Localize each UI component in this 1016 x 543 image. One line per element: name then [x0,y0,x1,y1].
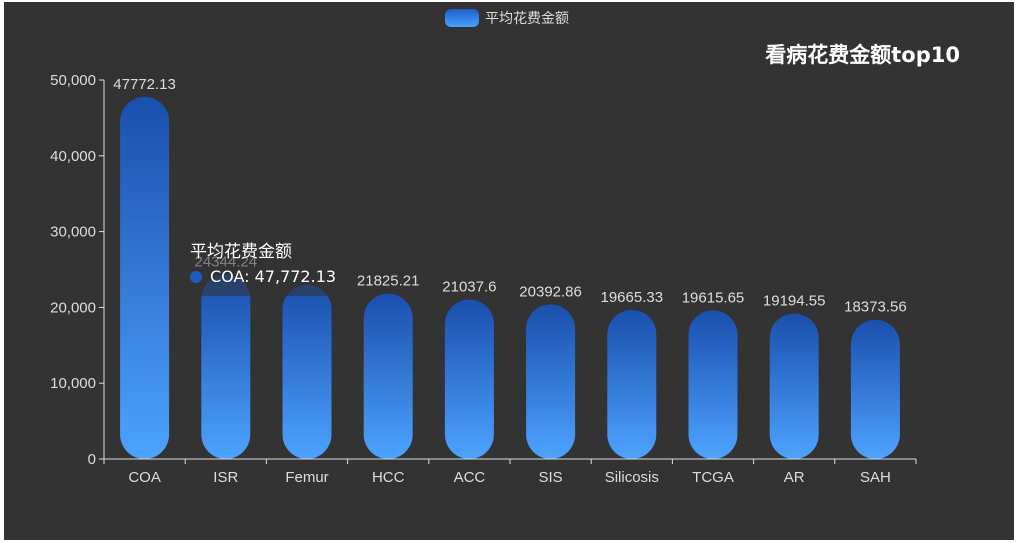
bar-hcc[interactable] [363,293,413,459]
bar-value-label: 19665.33 [601,289,664,306]
x-tick-label: Silicosis [605,469,659,486]
x-tick-label: SIS [539,469,563,486]
bar-ar[interactable] [769,313,819,460]
tooltip: 平均花费金额 COA: 47,772.13 [182,234,347,296]
x-tick-label: SAH [860,469,891,486]
tooltip-value: COA: 47,772.13 [210,267,337,286]
bar-tcga[interactable] [688,310,738,459]
bar-value-label: 20392.86 [519,283,582,300]
y-tick-label: 40,000 [50,148,96,165]
x-tick-label: TCGA [692,469,734,486]
bar-value-label: 18373.56 [844,299,907,316]
y-tick-label: 0 [88,451,96,468]
bar-sah[interactable] [850,319,900,459]
bar-isr[interactable] [201,274,251,460]
chart-frame: COA ISR Femur HCC ACC SIS Silicosis TCGA AR SAH 0 1… [4,2,1014,540]
x-tick-label: Femur [285,469,328,486]
legend-swatch [445,9,479,27]
bar-value-label: 47772.13 [113,76,176,93]
bar-chart: COA ISR Femur HCC ACC SIS Silicosis TCGA AR SAH 0 1… [50,72,917,486]
x-tick-label: ACC [454,469,486,486]
bar-coa[interactable] [120,96,170,460]
bar-value-label: 19615.65 [682,289,745,306]
tooltip-title: 平均花费金额 [190,242,292,262]
legend[interactable]: 平均花费金额 [445,8,569,28]
bar-sis[interactable] [526,304,576,459]
x-tick-label: ISR [213,469,238,486]
y-tick-label: 30,000 [50,224,96,241]
y-tick-label: 20,000 [50,299,96,316]
tooltip-row: COA: 47,772.13 [190,264,336,290]
bar-acc[interactable] [444,299,494,460]
bar-silicosis[interactable] [607,309,657,459]
bar-femur[interactable] [282,284,332,459]
chart-title: 看病花费金额top10 [765,43,960,67]
x-tick-label: COA [128,469,161,486]
series-marker-icon [190,271,202,283]
legend-label: 平均花费金额 [485,11,569,27]
bar-value-label: 21825.21 [357,273,420,290]
y-tick-label: 50,000 [50,72,96,89]
x-tick-label: AR [784,469,805,486]
bar-value-label: 19194.55 [763,293,826,310]
bar-value-label: 21037.6 [442,279,496,296]
x-tick-label: HCC [372,469,405,486]
y-tick-label: 10,000 [50,375,96,392]
